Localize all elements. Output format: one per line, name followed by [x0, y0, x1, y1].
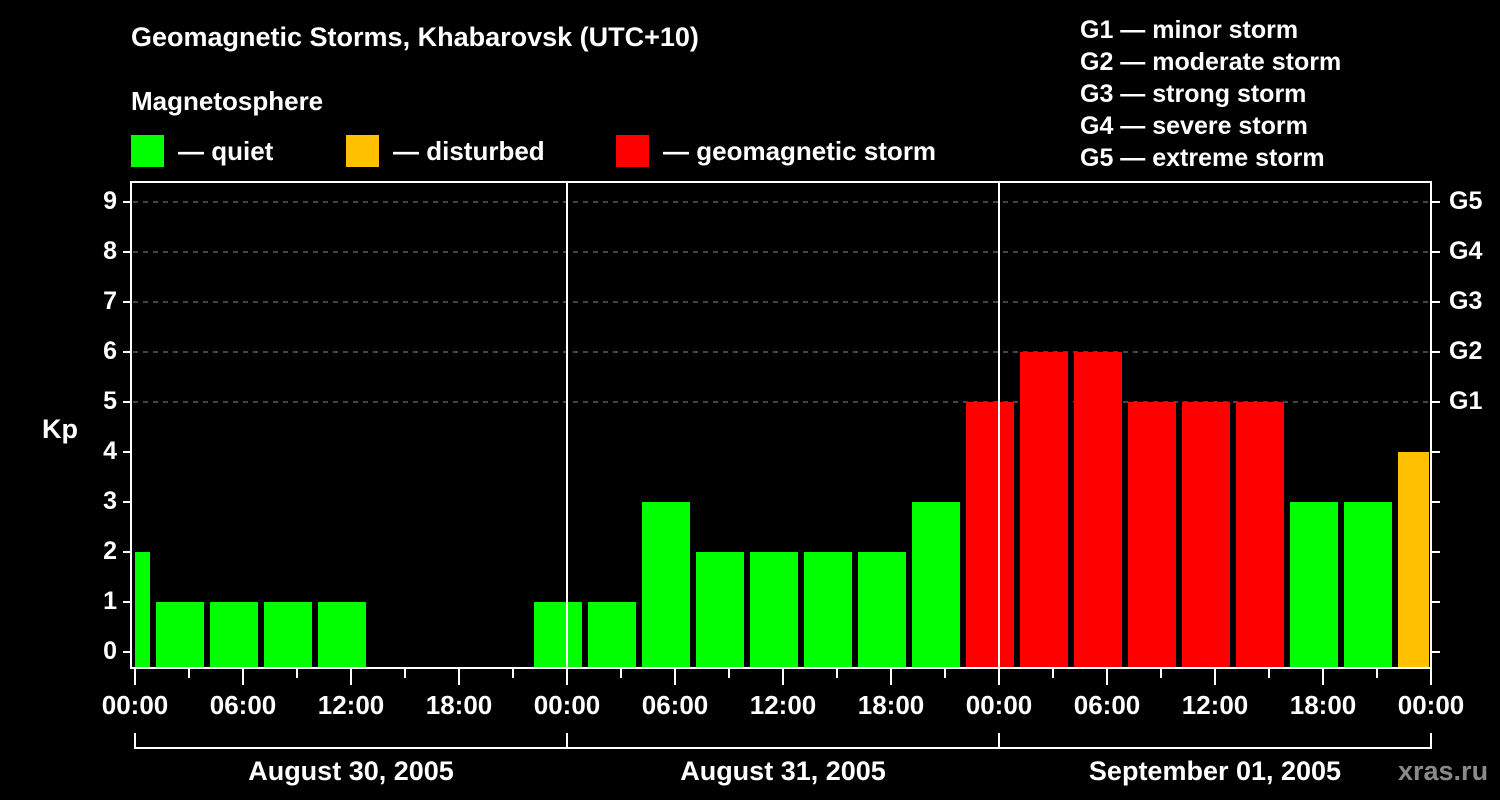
day-brackets: [134, 733, 1432, 749]
y-tick-label: 9: [103, 187, 117, 215]
kp-bar: [966, 402, 1014, 667]
kp-bar: [210, 602, 258, 667]
kp-bar: [642, 502, 690, 667]
g-scale-tick-label: G3: [1449, 287, 1483, 315]
kp-bar: [804, 552, 852, 667]
plot-frame: [130, 181, 1432, 669]
legend-quiet-label: — quiet: [178, 135, 274, 166]
kp-bar: [858, 552, 906, 667]
y-tick-label: 1: [103, 587, 117, 615]
legend-storm: — geomagnetic storm: [616, 134, 936, 168]
x-tick-label: 00:00: [1397, 690, 1465, 720]
g-scale-tick-label: G1: [1449, 387, 1483, 415]
g4-legend: G4 — severe storm: [1080, 112, 1308, 140]
g1-legend: G1 — minor storm: [1080, 16, 1299, 44]
x-tick-label: 12:00: [749, 690, 817, 720]
day-label-3: September 01, 2005: [1088, 756, 1342, 786]
y-tick-label: 8: [103, 237, 117, 265]
y-tick-label: 5: [103, 387, 117, 415]
kp-bar: [1182, 402, 1230, 667]
disturbed-swatch-icon: [346, 135, 379, 167]
x-tick-label: 06:00: [1073, 690, 1141, 720]
grid-lines: [133, 201, 1430, 403]
x-tick-label: 18:00: [425, 690, 493, 720]
kp-bar: [1128, 402, 1176, 667]
x-ticks: [134, 669, 1432, 685]
x-tick-label: 12:00: [1181, 690, 1249, 720]
legend-disturbed-label: — disturbed: [393, 135, 545, 166]
x-tick-label: 18:00: [857, 690, 925, 720]
y-tick-label: 0: [103, 637, 117, 665]
g3-legend: G3 — strong storm: [1080, 80, 1307, 108]
kp-bar: [1398, 452, 1429, 667]
storm-swatch-icon: [616, 135, 649, 167]
kp-bar: [1236, 402, 1284, 667]
y-axis-label: Kp: [42, 414, 78, 444]
kp-bar: [912, 502, 960, 667]
y-tick-label: 7: [103, 287, 117, 315]
x-tick-label: 06:00: [641, 690, 709, 720]
x-tick-label: 00:00: [101, 690, 169, 720]
x-tick-label: 06:00: [209, 690, 277, 720]
legend-storm-label: — geomagnetic storm: [663, 135, 937, 166]
watermark: xras.ru: [1398, 756, 1489, 786]
kp-bar: [156, 602, 204, 667]
kp-bar: [1290, 502, 1338, 667]
kp-bar: [696, 552, 744, 667]
x-tick-label: 00:00: [533, 690, 601, 720]
g-scale-tick-label: G2: [1449, 337, 1483, 365]
kp-bar: [318, 602, 366, 667]
day-label-2: August 31, 2005: [680, 756, 886, 786]
y-tick-label: 4: [103, 437, 117, 465]
g5-legend: G5 — extreme storm: [1080, 144, 1325, 172]
g-scale-legend: G1 — minor storm G2 — moderate storm G3 …: [1080, 14, 1341, 174]
kp-bar: [750, 552, 798, 667]
y-ticks: [123, 201, 1440, 653]
y-tick-label: 2: [103, 537, 117, 565]
kp-bar: [1074, 352, 1122, 667]
legend-quiet: — quiet: [131, 134, 273, 168]
g-scale-tick-label: G5: [1449, 187, 1483, 215]
x-tick-label: 00:00: [965, 690, 1033, 720]
x-tick-label: 18:00: [1289, 690, 1357, 720]
kp-bar: [135, 552, 150, 667]
x-tick-label: 12:00: [317, 690, 385, 720]
kp-bar: [534, 602, 582, 667]
kp-bar: [1344, 502, 1392, 667]
y-tick-label: 3: [103, 487, 117, 515]
y-tick-label: 6: [103, 337, 117, 365]
day-label-1: August 30, 2005: [248, 756, 454, 786]
g2-legend: G2 — moderate storm: [1080, 48, 1342, 76]
kp-bar: [588, 602, 636, 667]
legend-disturbed: — disturbed: [346, 134, 545, 168]
kp-bar: [264, 602, 312, 667]
kp-bar: [1020, 352, 1068, 667]
chart-subtitle: Magnetosphere: [131, 86, 324, 116]
chart-title: Geomagnetic Storms, Khabarovsk (UTC+10): [131, 22, 699, 52]
bars: [135, 352, 1429, 667]
g-scale-tick-label: G4: [1449, 237, 1483, 265]
quiet-swatch-icon: [131, 135, 164, 167]
